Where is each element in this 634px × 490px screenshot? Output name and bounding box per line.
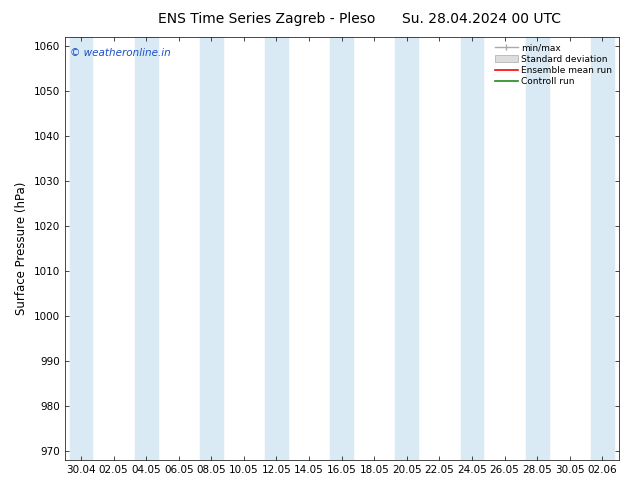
Bar: [265, 37, 288, 460]
Text: © weatheronline.in: © weatheronline.in: [70, 48, 171, 58]
Bar: [70, 37, 93, 460]
Bar: [591, 37, 614, 460]
Bar: [460, 37, 483, 460]
Y-axis label: Surface Pressure (hPa): Surface Pressure (hPa): [15, 182, 28, 315]
Text: Su. 28.04.2024 00 UTC: Su. 28.04.2024 00 UTC: [403, 12, 561, 26]
Bar: [396, 37, 418, 460]
Bar: [200, 37, 223, 460]
Text: ENS Time Series Zagreb - Pleso: ENS Time Series Zagreb - Pleso: [158, 12, 375, 26]
Bar: [330, 37, 353, 460]
Bar: [526, 37, 548, 460]
Legend: min/max, Standard deviation, Ensemble mean run, Controll run: min/max, Standard deviation, Ensemble me…: [493, 42, 614, 88]
Bar: [135, 37, 157, 460]
